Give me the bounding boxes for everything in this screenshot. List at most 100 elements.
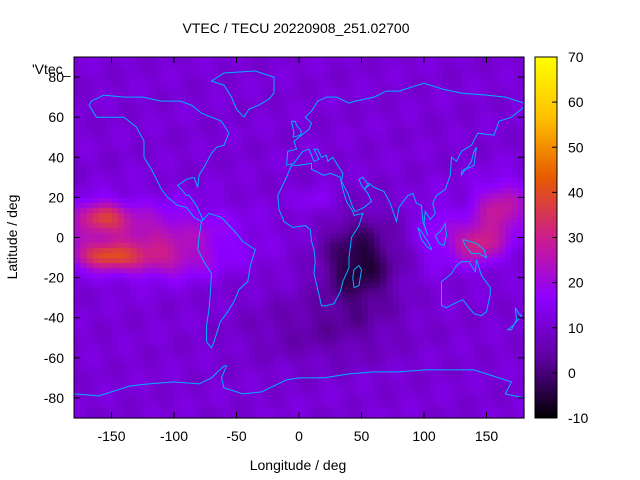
heatmap-cell xyxy=(242,147,250,153)
heatmap-cell xyxy=(442,397,450,404)
heatmap-cell xyxy=(217,352,225,359)
heatmap-cell xyxy=(80,272,88,279)
heatmap-cell xyxy=(105,62,113,68)
heatmap-cell xyxy=(280,367,288,374)
heatmap-cell xyxy=(199,227,206,234)
heatmap-cell xyxy=(161,262,169,269)
heatmap-cell xyxy=(374,232,381,239)
heatmap-cell xyxy=(405,327,413,334)
heatmap-cell xyxy=(474,282,481,289)
heatmap-cell xyxy=(149,242,156,249)
heatmap-cell xyxy=(242,67,250,73)
heatmap-cell xyxy=(342,177,350,183)
heatmap-cell xyxy=(186,317,194,324)
heatmap-cell xyxy=(99,412,106,419)
heatmap-cell xyxy=(242,107,250,113)
heatmap-cell xyxy=(105,247,113,254)
heatmap-cell xyxy=(274,262,281,269)
heatmap-cell xyxy=(386,107,394,113)
heatmap-cell xyxy=(449,207,456,214)
heatmap-cell xyxy=(480,197,488,203)
heatmap-cell xyxy=(292,407,300,414)
heatmap-cell xyxy=(474,297,481,304)
heatmap-cell xyxy=(242,237,250,244)
heatmap-cell xyxy=(499,107,506,113)
heatmap-cell xyxy=(86,57,94,63)
heatmap-cell xyxy=(305,82,313,88)
heatmap-cell xyxy=(467,287,475,294)
heatmap-cell xyxy=(224,277,231,284)
heatmap-cell xyxy=(136,227,144,234)
heatmap-cell xyxy=(149,302,156,309)
heatmap-cell xyxy=(386,67,394,73)
heatmap-cell xyxy=(161,187,169,193)
heatmap-cell xyxy=(117,322,125,329)
heatmap-cell xyxy=(430,72,438,78)
heatmap-cell xyxy=(124,82,131,88)
heatmap-cell xyxy=(449,172,456,178)
heatmap-cell xyxy=(267,377,275,384)
heatmap-cell xyxy=(180,192,188,198)
heatmap-cell xyxy=(280,387,288,394)
heatmap-cell xyxy=(367,207,375,214)
heatmap-cell xyxy=(399,122,406,128)
heatmap-cell xyxy=(342,102,350,108)
heatmap-cell xyxy=(136,152,144,158)
heatmap-cell xyxy=(267,337,275,344)
heatmap-cell xyxy=(199,177,206,183)
heatmap-cell xyxy=(86,297,94,304)
heatmap-cell xyxy=(424,127,431,133)
heatmap-cell xyxy=(130,347,138,354)
heatmap-cell xyxy=(399,97,406,103)
heatmap-cell xyxy=(342,332,350,339)
heatmap-cell xyxy=(130,292,138,299)
heatmap-cell xyxy=(155,202,163,209)
heatmap-cell xyxy=(224,367,231,374)
heatmap-cell xyxy=(386,252,394,259)
heatmap-cell xyxy=(330,397,338,404)
heatmap-cell xyxy=(124,267,131,274)
heatmap-cell xyxy=(349,297,356,304)
heatmap-cell xyxy=(255,127,263,133)
heatmap-cell xyxy=(361,107,369,113)
heatmap-cell xyxy=(467,412,475,419)
heatmap-cell xyxy=(111,177,119,183)
heatmap-cell xyxy=(474,232,481,239)
heatmap-cell xyxy=(386,177,394,183)
heatmap-cell xyxy=(286,277,294,284)
heatmap-cell xyxy=(386,367,394,374)
heatmap-cell xyxy=(492,262,500,269)
heatmap-cell xyxy=(330,222,338,229)
heatmap-cell xyxy=(180,312,188,319)
heatmap-cell xyxy=(355,397,363,404)
heatmap-cell xyxy=(486,202,494,209)
heatmap-cell xyxy=(492,212,500,219)
heatmap-cell xyxy=(167,332,175,339)
heatmap-cell xyxy=(499,382,506,389)
heatmap-cell xyxy=(336,412,344,419)
heatmap-cell xyxy=(211,192,219,198)
heatmap-cell xyxy=(230,92,238,98)
heatmap-cell xyxy=(305,137,313,143)
heatmap-cell xyxy=(305,77,313,83)
heatmap-cell xyxy=(480,97,488,103)
heatmap-cell xyxy=(380,337,388,344)
heatmap-cell xyxy=(211,332,219,339)
heatmap-cell xyxy=(367,97,375,103)
heatmap-cell xyxy=(367,402,375,409)
heatmap-cell xyxy=(74,127,81,133)
heatmap-cell xyxy=(211,407,219,414)
heatmap-cell xyxy=(267,157,275,163)
heatmap-cell xyxy=(124,67,131,73)
heatmap-cell xyxy=(161,312,169,319)
heatmap-cell xyxy=(299,92,306,98)
heatmap-cell xyxy=(380,402,388,409)
heatmap-cell xyxy=(255,342,263,349)
heatmap-cell xyxy=(92,142,100,148)
heatmap-cell xyxy=(480,127,488,133)
heatmap-cell xyxy=(236,62,244,68)
heatmap-cell xyxy=(324,137,331,143)
heatmap-cell xyxy=(80,187,88,193)
heatmap-cell xyxy=(367,292,375,299)
heatmap-cell xyxy=(417,272,425,279)
